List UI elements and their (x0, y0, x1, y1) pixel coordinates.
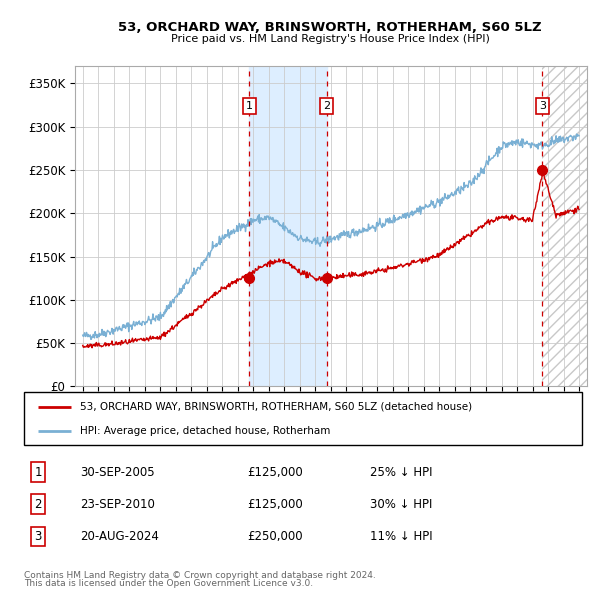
Text: 1: 1 (246, 101, 253, 111)
Text: 3: 3 (34, 530, 41, 543)
Text: Contains HM Land Registry data © Crown copyright and database right 2024.: Contains HM Land Registry data © Crown c… (24, 571, 376, 579)
Text: 25% ↓ HPI: 25% ↓ HPI (370, 466, 433, 478)
Text: Price paid vs. HM Land Registry's House Price Index (HPI): Price paid vs. HM Land Registry's House … (170, 34, 490, 44)
Text: 2: 2 (34, 498, 42, 511)
Text: £125,000: £125,000 (247, 466, 303, 478)
Text: 1: 1 (34, 466, 42, 478)
Text: 30-SEP-2005: 30-SEP-2005 (80, 466, 154, 478)
Text: 11% ↓ HPI: 11% ↓ HPI (370, 530, 433, 543)
Text: 2: 2 (323, 101, 330, 111)
Text: 23-SEP-2010: 23-SEP-2010 (80, 498, 155, 511)
Text: This data is licensed under the Open Government Licence v3.0.: This data is licensed under the Open Gov… (24, 579, 313, 588)
Bar (542, 66, 587, 386)
Text: HPI: Average price, detached house, Rotherham: HPI: Average price, detached house, Roth… (80, 426, 330, 436)
Bar (542, 66, 587, 386)
Text: 53, ORCHARD WAY, BRINSWORTH, ROTHERHAM, S60 5LZ (detached house): 53, ORCHARD WAY, BRINSWORTH, ROTHERHAM, … (80, 402, 472, 412)
Text: £250,000: £250,000 (247, 530, 303, 543)
Bar (250, 66, 326, 386)
Text: 53, ORCHARD WAY, BRINSWORTH, ROTHERHAM, S60 5LZ: 53, ORCHARD WAY, BRINSWORTH, ROTHERHAM, … (118, 21, 542, 34)
FancyBboxPatch shape (24, 392, 582, 445)
Text: £125,000: £125,000 (247, 498, 303, 511)
Text: 30% ↓ HPI: 30% ↓ HPI (370, 498, 433, 511)
Text: 20-AUG-2024: 20-AUG-2024 (80, 530, 158, 543)
Text: 3: 3 (539, 101, 546, 111)
